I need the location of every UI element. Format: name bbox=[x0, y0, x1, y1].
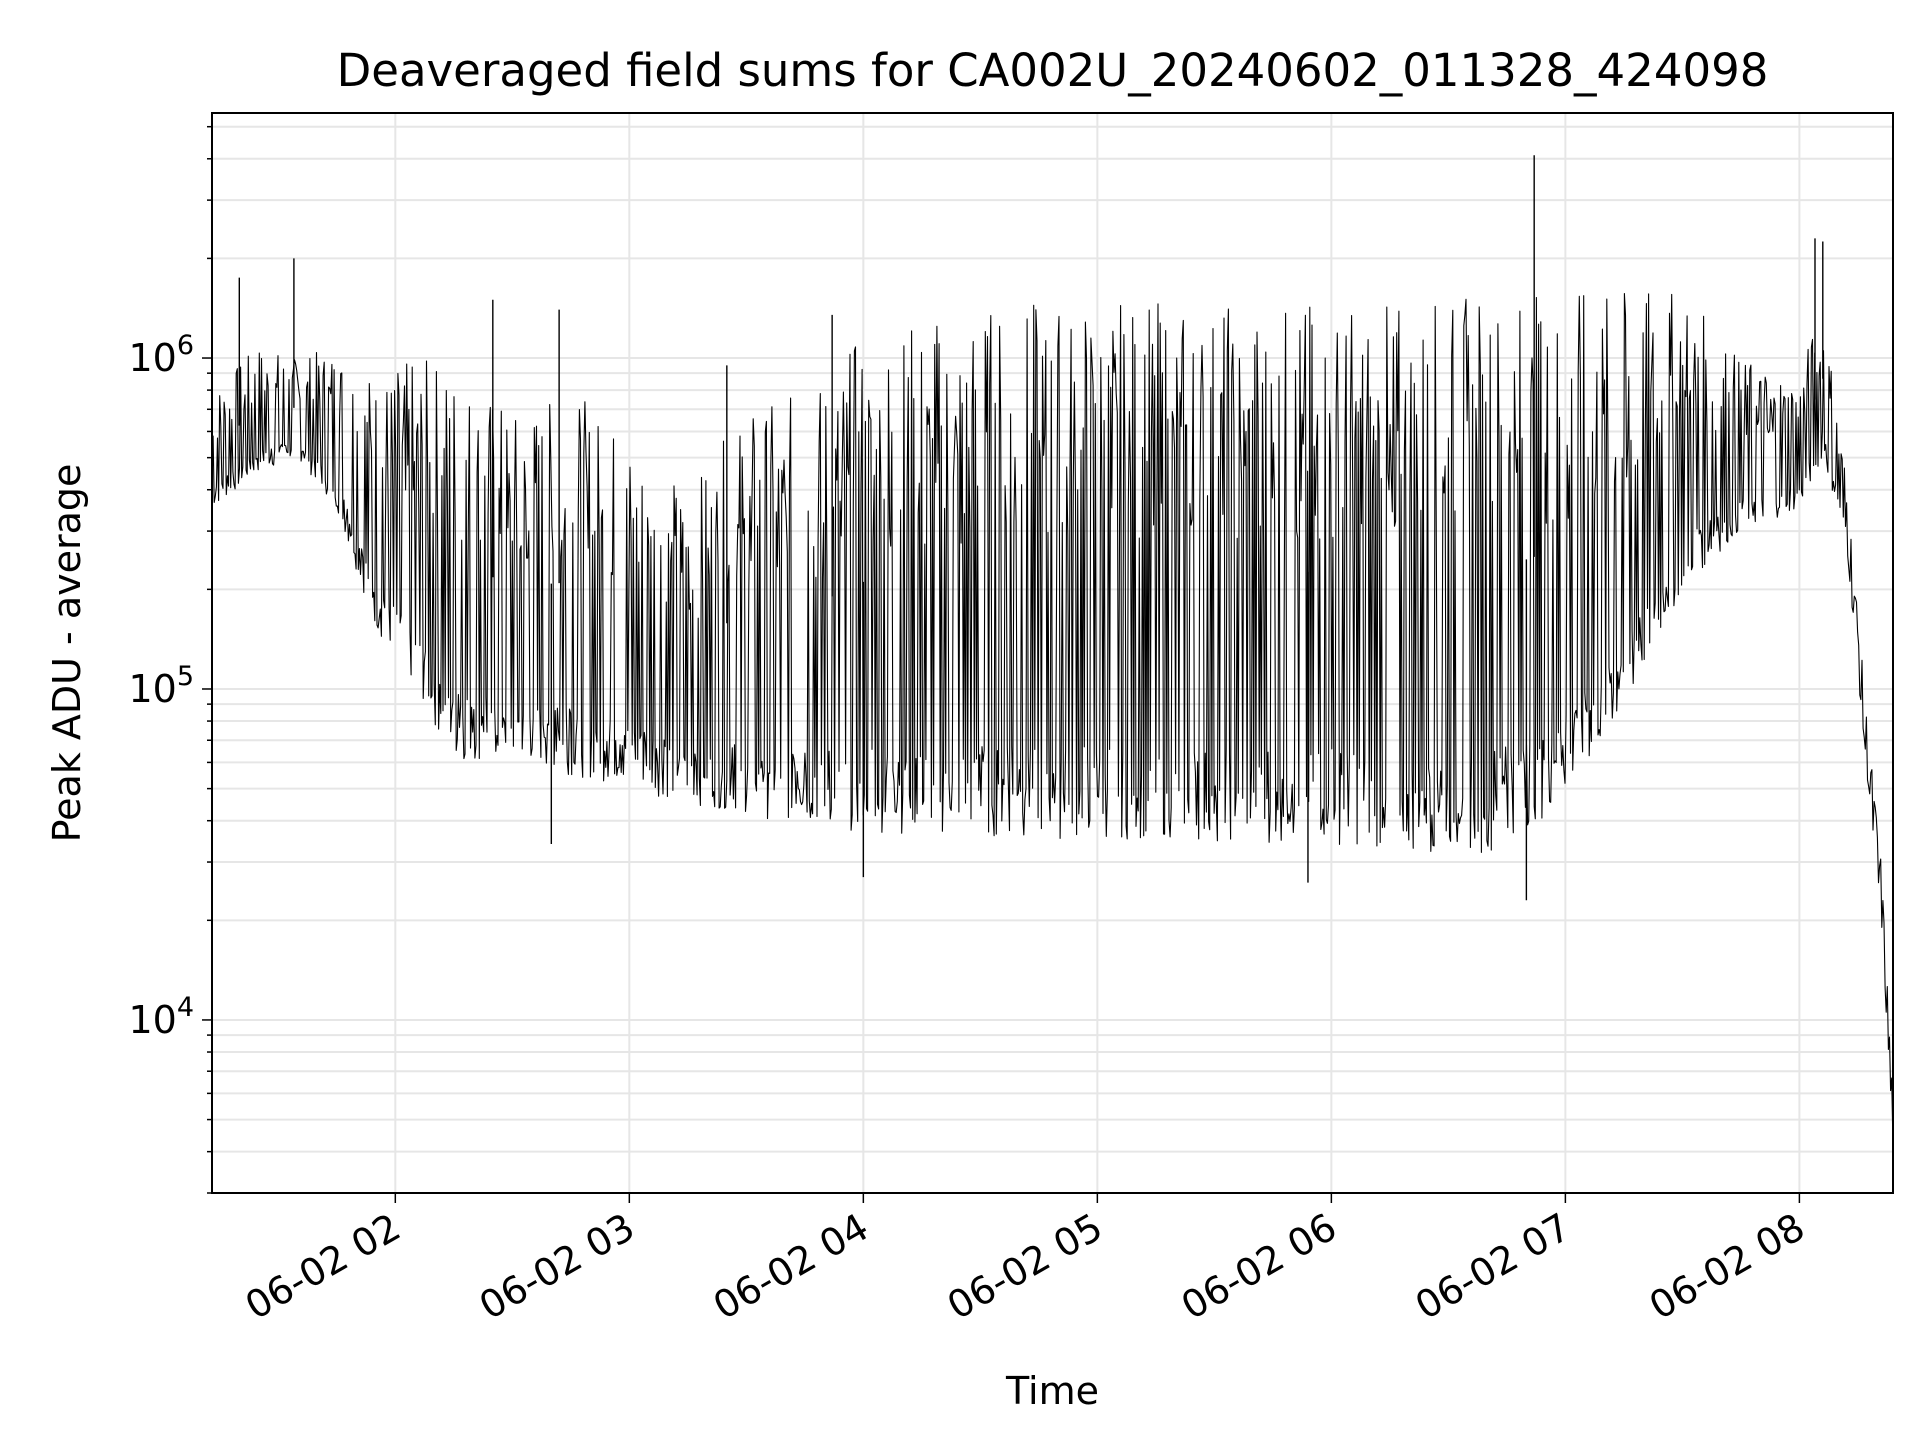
x-tick-label: 06-02 08 bbox=[1642, 1205, 1812, 1329]
x-tick-label: 06-02 03 bbox=[472, 1205, 642, 1329]
x-tick-label: 06-02 02 bbox=[238, 1205, 408, 1329]
y-axis-label: Peak ADU - average bbox=[45, 464, 89, 843]
y-tick-label: 106 bbox=[128, 330, 194, 380]
chart-title: Deaveraged field sums for CA002U_2024060… bbox=[337, 44, 1769, 97]
y-axis-ticks: 104 105 106 bbox=[128, 125, 212, 1194]
x-tick-label: 06-02 05 bbox=[940, 1205, 1110, 1329]
x-tick-label: 06-02 06 bbox=[1174, 1205, 1344, 1329]
series-line bbox=[211, 293, 1894, 1138]
plot-frame bbox=[211, 112, 1894, 1194]
x-tick-label: 06-02 07 bbox=[1408, 1205, 1578, 1329]
y-tick-label: 105 bbox=[128, 661, 194, 711]
y-tick-label: 104 bbox=[128, 992, 194, 1042]
x-axis-label: Time bbox=[1005, 1369, 1099, 1413]
x-tick-label: 06-02 04 bbox=[706, 1205, 876, 1329]
data-series bbox=[211, 155, 1894, 1138]
x-axis-ticks: 06-02 02 06-02 03 06-02 04 06-02 05 06-02 06… bbox=[238, 1193, 1812, 1328]
